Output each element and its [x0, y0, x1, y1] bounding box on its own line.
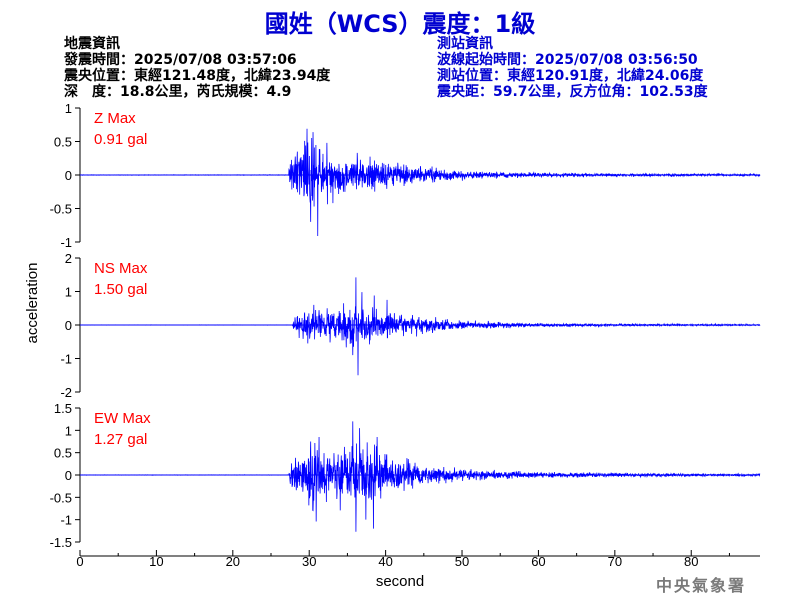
y-tick-label: -0.5: [50, 490, 72, 505]
station-info-block: 測站資訊 波線起始時間：2025/07/08 03:56:50 測站位置：東經1…: [437, 36, 708, 100]
x-tick-label: 80: [684, 554, 698, 569]
x-tick-label: 40: [378, 554, 392, 569]
y-tick-label: 0: [65, 468, 72, 483]
x-tick-label: 0: [76, 554, 83, 569]
y-tick-label: 1.5: [54, 401, 72, 416]
agency-logo-text: 中央氣象署: [656, 576, 747, 595]
y-tick-label: -0.5: [50, 202, 72, 217]
y-tick-label: -2: [60, 385, 72, 400]
y-tick-label: -1: [60, 352, 72, 367]
y-tick-label: 0: [65, 318, 72, 333]
max-value-ew: 1.27 gal: [94, 431, 147, 448]
station-info-heading: 測站資訊: [437, 36, 493, 52]
x-tick-label: 20: [226, 554, 240, 569]
station-location: 測站位置：東經120.91度，北緯24.06度: [437, 68, 704, 84]
waveform-trace-ew: [80, 421, 761, 532]
waveform-trace-z: [79, 128, 761, 236]
page-title: 國姓（WCS）震度：1級: [264, 10, 536, 38]
y-tick-label: 0.5: [54, 446, 72, 461]
earthquake-info-block: 地震資訊 發震時間：2025/07/08 03:57:06 震央位置：東經121…: [64, 36, 330, 100]
max-title-z: Z Max: [94, 110, 136, 127]
panel-ew: 1.5 1 0.5 0 -0.5 -1 -1.5 EW Max 1.27 gal: [50, 401, 761, 550]
x-tick-label: 50: [455, 554, 469, 569]
depth-magnitude: 深 度：18.8公里，芮氏規模：4.9: [64, 84, 292, 100]
x-tick-label: 30: [302, 554, 316, 569]
y-tick-label: -1: [60, 513, 72, 528]
y-tick-label: 0: [65, 168, 72, 183]
wave-start-time: 波線起始時間：2025/07/08 03:56:50: [437, 52, 698, 68]
x-tick-label: 60: [531, 554, 545, 569]
y-axis-label: acceleration: [24, 263, 41, 344]
y-tick-label: -1: [60, 235, 72, 250]
y-tick-label: 0.5: [54, 135, 72, 150]
max-value-z: 0.91 gal: [94, 131, 147, 148]
max-title-ns: NS Max: [94, 260, 148, 277]
earthquake-info-heading: 地震資訊: [64, 36, 120, 52]
max-title-ew: EW Max: [94, 410, 151, 427]
epicentral-distance: 震央距：59.7公里，反方位角：102.53度: [437, 84, 708, 100]
waveform-trace-ns: [79, 277, 761, 376]
x-axis: 0 10 20 30 40 50 60 70 80: [76, 550, 760, 569]
y-tick-label: 1: [65, 101, 72, 116]
epicenter-location: 震央位置：東經121.48度，北緯23.94度: [64, 68, 331, 84]
y-tick-label: 1: [65, 423, 72, 438]
y-tick-label: -1.5: [50, 535, 72, 550]
x-tick-label: 70: [608, 554, 622, 569]
max-value-ns: 1.50 gal: [94, 281, 147, 298]
y-tick-label: 1: [65, 285, 72, 300]
x-tick-label: 10: [149, 554, 163, 569]
y-tick-label: 2: [65, 251, 72, 266]
x-axis-label: second: [376, 573, 424, 590]
panel-z: 1 0.5 0 -0.5 -1 Z Max 0.91 gal: [50, 101, 761, 250]
origin-time: 發震時間：2025/07/08 03:57:06: [64, 52, 297, 68]
panel-ns: 2 1 0 -1 -2 NS Max 1.50 gal: [60, 251, 761, 400]
